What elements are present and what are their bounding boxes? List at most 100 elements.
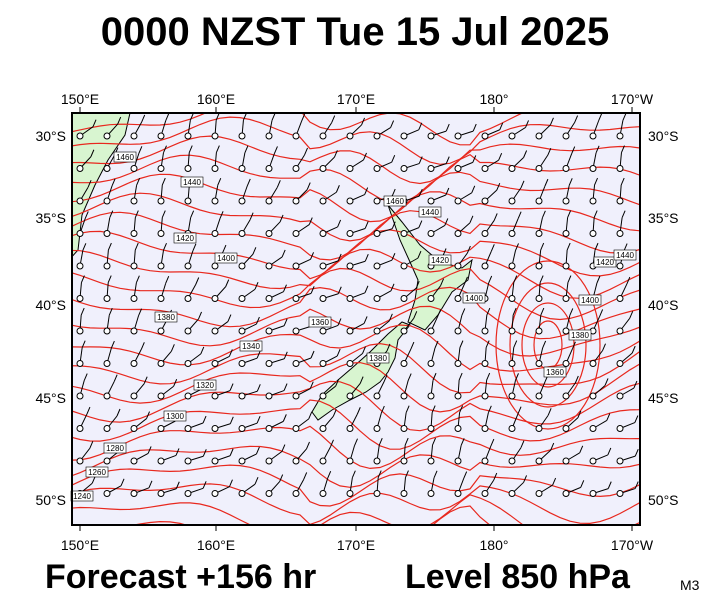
contour-label-box [239,340,263,352]
barb-station [373,392,381,400]
barb-flag [574,115,579,123]
barb-flag [544,178,549,187]
lon-label-bottom: 170°E [337,537,375,553]
barb-flag [620,177,625,186]
barb-flag [283,383,288,391]
barb-station [427,295,435,302]
barb-flag [417,250,422,259]
barb-station [157,425,165,432]
barb-station [157,197,165,205]
contour-line [72,399,640,450]
barb-station [76,295,84,302]
barb-station [616,360,624,367]
barb-flag [161,210,166,218]
barb-flag [432,437,436,446]
barb-flag [310,350,315,359]
barb-station [130,457,138,465]
barb-station [184,425,192,432]
barb-station [616,457,624,465]
barb-station [265,360,273,367]
barb-station [346,262,354,270]
barb-flag [279,474,284,482]
barb-flag [255,316,260,325]
barb-station [481,230,489,237]
barb-station [130,327,138,335]
barb-flag [410,341,415,350]
barb-flag [336,348,341,357]
barb-station [400,457,408,465]
barb-station [400,230,408,237]
contour-label: 1320 [196,381,214,390]
barb-station [427,490,435,497]
barb-station [103,425,111,432]
barb-flag [364,254,369,262]
barb-station [400,490,408,497]
barb-station [346,457,354,465]
contour-label-box [366,352,390,364]
barb-flag [391,155,396,163]
barb-station [562,360,570,367]
barb-flag [574,375,579,384]
barb-station [103,165,111,172]
barb-station [211,360,219,367]
barb-station [562,457,570,465]
barb-flag [434,340,439,349]
barb-flag [460,438,465,446]
barb-flag [547,408,552,416]
barb-station [346,360,354,367]
barb-flag [256,415,261,424]
barb-station [319,425,327,432]
barb-station [238,197,246,205]
barb-flag [109,210,114,218]
barb-flag [256,350,261,359]
barb-flag [110,340,115,349]
barb-station [481,197,489,205]
barb-station [508,425,516,432]
barb-flag [485,340,490,348]
barb-station [346,132,354,140]
barb-flag [390,120,395,128]
barb-station [427,197,435,205]
barb-flag [413,311,418,319]
contour-label: 1360 [546,368,564,377]
barb-station [373,490,381,497]
barb-station [454,457,462,465]
barb-flag [431,405,436,413]
barb-station [454,295,462,302]
barb-flag [407,373,412,381]
contour-label-box [462,292,486,304]
barb-station [319,457,327,465]
barb-station [562,392,570,400]
barb-flag [493,472,498,481]
barb-flag [466,245,471,254]
barb-flag [472,155,477,163]
barb-flag [486,372,491,381]
barb-station [157,392,165,400]
barb-station [238,392,246,400]
barb-station [184,457,192,465]
barb-station [508,132,516,140]
barb-station [535,197,543,205]
barb-station [508,327,516,335]
barb-flag [303,472,308,480]
barb-flag [113,374,118,382]
barb-flag [116,408,121,417]
barb-flag [634,415,639,423]
contour-line [72,380,640,432]
contour-label: 1440 [421,208,439,217]
barb-station [76,392,84,400]
barb-station [535,457,543,465]
barb-station [481,360,489,367]
barb-station [103,230,111,237]
barb-station [400,295,408,302]
barb-flag [282,414,287,422]
barb-flag [540,307,545,316]
barb-flag [378,437,383,446]
barb-flag [418,188,423,197]
barb-station [535,392,543,400]
barb-station [616,197,624,205]
barb-station [562,262,570,270]
barb-flag [458,372,463,381]
lat-label-right: 45°S [648,390,679,406]
contour-line [72,248,640,299]
